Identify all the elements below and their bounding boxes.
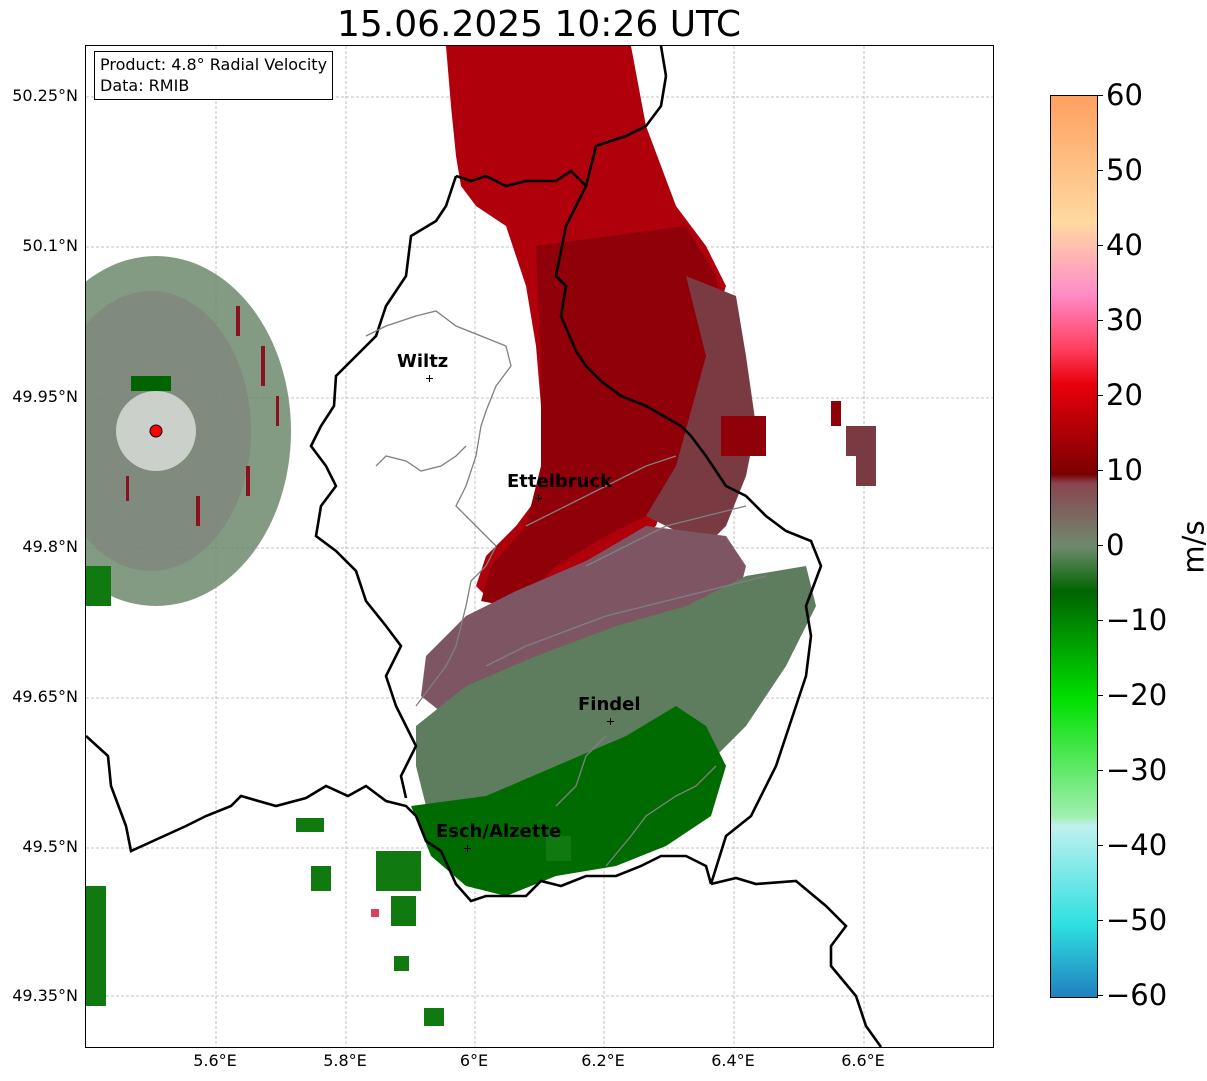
canton-borders xyxy=(365,310,767,867)
colorbar-tick-label: −60 xyxy=(1106,978,1168,1012)
radar-site-icon xyxy=(149,424,163,438)
colorbar-tick xyxy=(1097,995,1103,996)
colorbar-tick-label: −30 xyxy=(1106,753,1168,787)
velocity-colorbar xyxy=(1050,95,1098,998)
map-title: 15.06.2025 10:26 UTC xyxy=(336,4,742,45)
colorbar-tick xyxy=(1097,545,1103,546)
lat-tick-label: 49.8°N xyxy=(22,537,78,556)
colorbar-tick xyxy=(1097,470,1103,471)
lat-tick-label: 49.95°N xyxy=(12,387,78,406)
city-marker-icon xyxy=(607,718,614,725)
lat-tick-label: 49.35°N xyxy=(12,986,78,1005)
product-info-box: Product: 4.8° Radial Velocity Data: RMIB xyxy=(94,51,334,100)
city-label-wiltz: Wiltz xyxy=(397,351,449,372)
colorbar-tick-label: −10 xyxy=(1106,603,1168,637)
lat-tick-label: 49.5°N xyxy=(22,837,78,856)
colorbar-tick xyxy=(1097,845,1103,846)
colorbar-tick-label: 20 xyxy=(1106,378,1143,412)
lat-tick-label: 50.25°N xyxy=(12,86,78,105)
colorbar-tick xyxy=(1097,95,1103,96)
city-marker-icon xyxy=(535,495,542,502)
colorbar-unit-label: m/s xyxy=(1176,520,1207,574)
colorbar-tick xyxy=(1097,920,1103,921)
city-label-findel: Findel xyxy=(578,694,641,715)
radar-map[interactable] xyxy=(85,45,994,1048)
radar-echo-southwest xyxy=(86,818,571,1026)
colorbar-tick xyxy=(1097,395,1103,396)
colorbar-tick xyxy=(1097,620,1103,621)
colorbar-tick xyxy=(1097,170,1103,171)
colorbar-tick-label: −50 xyxy=(1106,903,1168,937)
colorbar-tick-label: −40 xyxy=(1106,828,1168,862)
colorbar-tick-label: 50 xyxy=(1106,153,1143,187)
city-label-ettelbruck: Ettelbruck xyxy=(507,471,613,492)
city-label-esch-alzette: Esch/Alzette xyxy=(436,821,562,842)
city-marker-icon xyxy=(464,845,471,852)
colorbar-tick xyxy=(1097,695,1103,696)
map-canvas xyxy=(86,46,993,1047)
colorbar-tick xyxy=(1097,770,1103,771)
lon-tick-label: 6°E xyxy=(459,1051,489,1070)
data-source-label: Data: RMIB xyxy=(100,76,190,95)
radar-echo-main xyxy=(411,46,876,896)
lat-tick-label: 50.1°N xyxy=(22,236,78,255)
colorbar-tick-label: 0 xyxy=(1106,528,1125,562)
country-borders xyxy=(86,46,883,1047)
lon-tick-label: 5.8°E xyxy=(323,1051,367,1070)
lon-tick-label: 6.6°E xyxy=(841,1051,885,1070)
lon-tick-label: 5.6°E xyxy=(193,1051,237,1070)
colorbar-tick-label: 30 xyxy=(1106,303,1143,337)
colorbar-tick-label: 10 xyxy=(1106,453,1143,487)
lon-tick-label: 6.2°E xyxy=(581,1051,625,1070)
product-label: Product: 4.8° Radial Velocity xyxy=(100,55,328,74)
colorbar-tick xyxy=(1097,245,1103,246)
colorbar-tick-label: 60 xyxy=(1106,78,1143,112)
city-marker-icon xyxy=(426,375,433,382)
colorbar-tick-label: 40 xyxy=(1106,228,1143,262)
lon-tick-label: 6.4°E xyxy=(711,1051,755,1070)
colorbar-tick xyxy=(1097,320,1103,321)
colorbar-tick-label: −20 xyxy=(1106,678,1168,712)
radar-echo-west xyxy=(86,256,291,606)
lat-tick-label: 49.65°N xyxy=(12,687,78,706)
